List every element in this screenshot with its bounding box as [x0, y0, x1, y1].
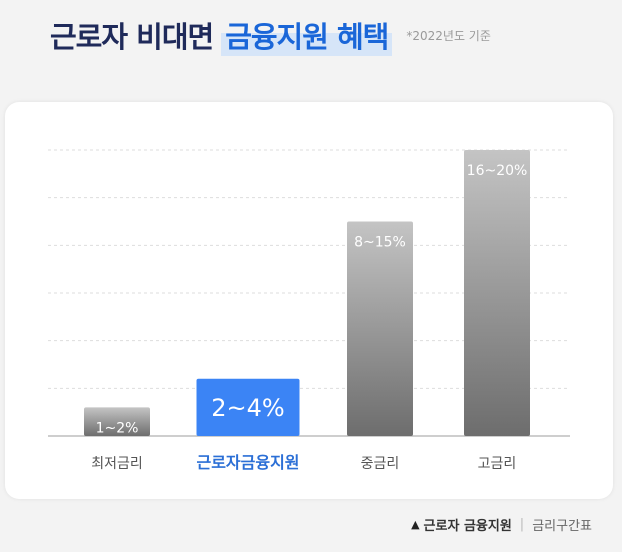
category-label-3: 중금리	[361, 456, 400, 472]
basis-note: *2022년도 기준	[406, 28, 491, 43]
data-labels: 1~2% 2~4% 8~15% 16~20%	[96, 163, 528, 436]
page-header: 근로자 비대면 금융지원 혜택 *2022년도 기준	[50, 10, 491, 60]
page-title: 근로자 비대면	[50, 20, 214, 54]
bar-3	[347, 221, 413, 436]
bar-2	[196, 378, 300, 436]
footer-separator: |	[519, 517, 525, 532]
category-label-2: 근로자금융지원	[196, 453, 299, 472]
bar-1	[84, 407, 150, 436]
data-label-3: 8~15%	[354, 235, 406, 251]
data-label-4: 16~20%	[467, 163, 528, 179]
category-label-1: 최저금리	[91, 456, 143, 472]
category-labels: 최저금리 근로자금융지원 중금리 고금리	[91, 453, 516, 472]
footer-source: 근로자 금융지원	[423, 519, 512, 534]
bars	[84, 150, 530, 436]
footer-kind: 금리구간표	[532, 519, 592, 534]
page-title-highlight: 금융지원 혜택	[221, 14, 393, 56]
triangle-up-icon: ▲	[411, 518, 420, 531]
category-label-4: 고금리	[478, 456, 517, 472]
data-label-2: 2~4%	[211, 394, 284, 422]
data-label-1: 1~2%	[96, 420, 139, 436]
bar-4	[464, 150, 530, 436]
chart-footer: ▲ 근로자 금융지원 | 금리구간표	[411, 515, 592, 534]
